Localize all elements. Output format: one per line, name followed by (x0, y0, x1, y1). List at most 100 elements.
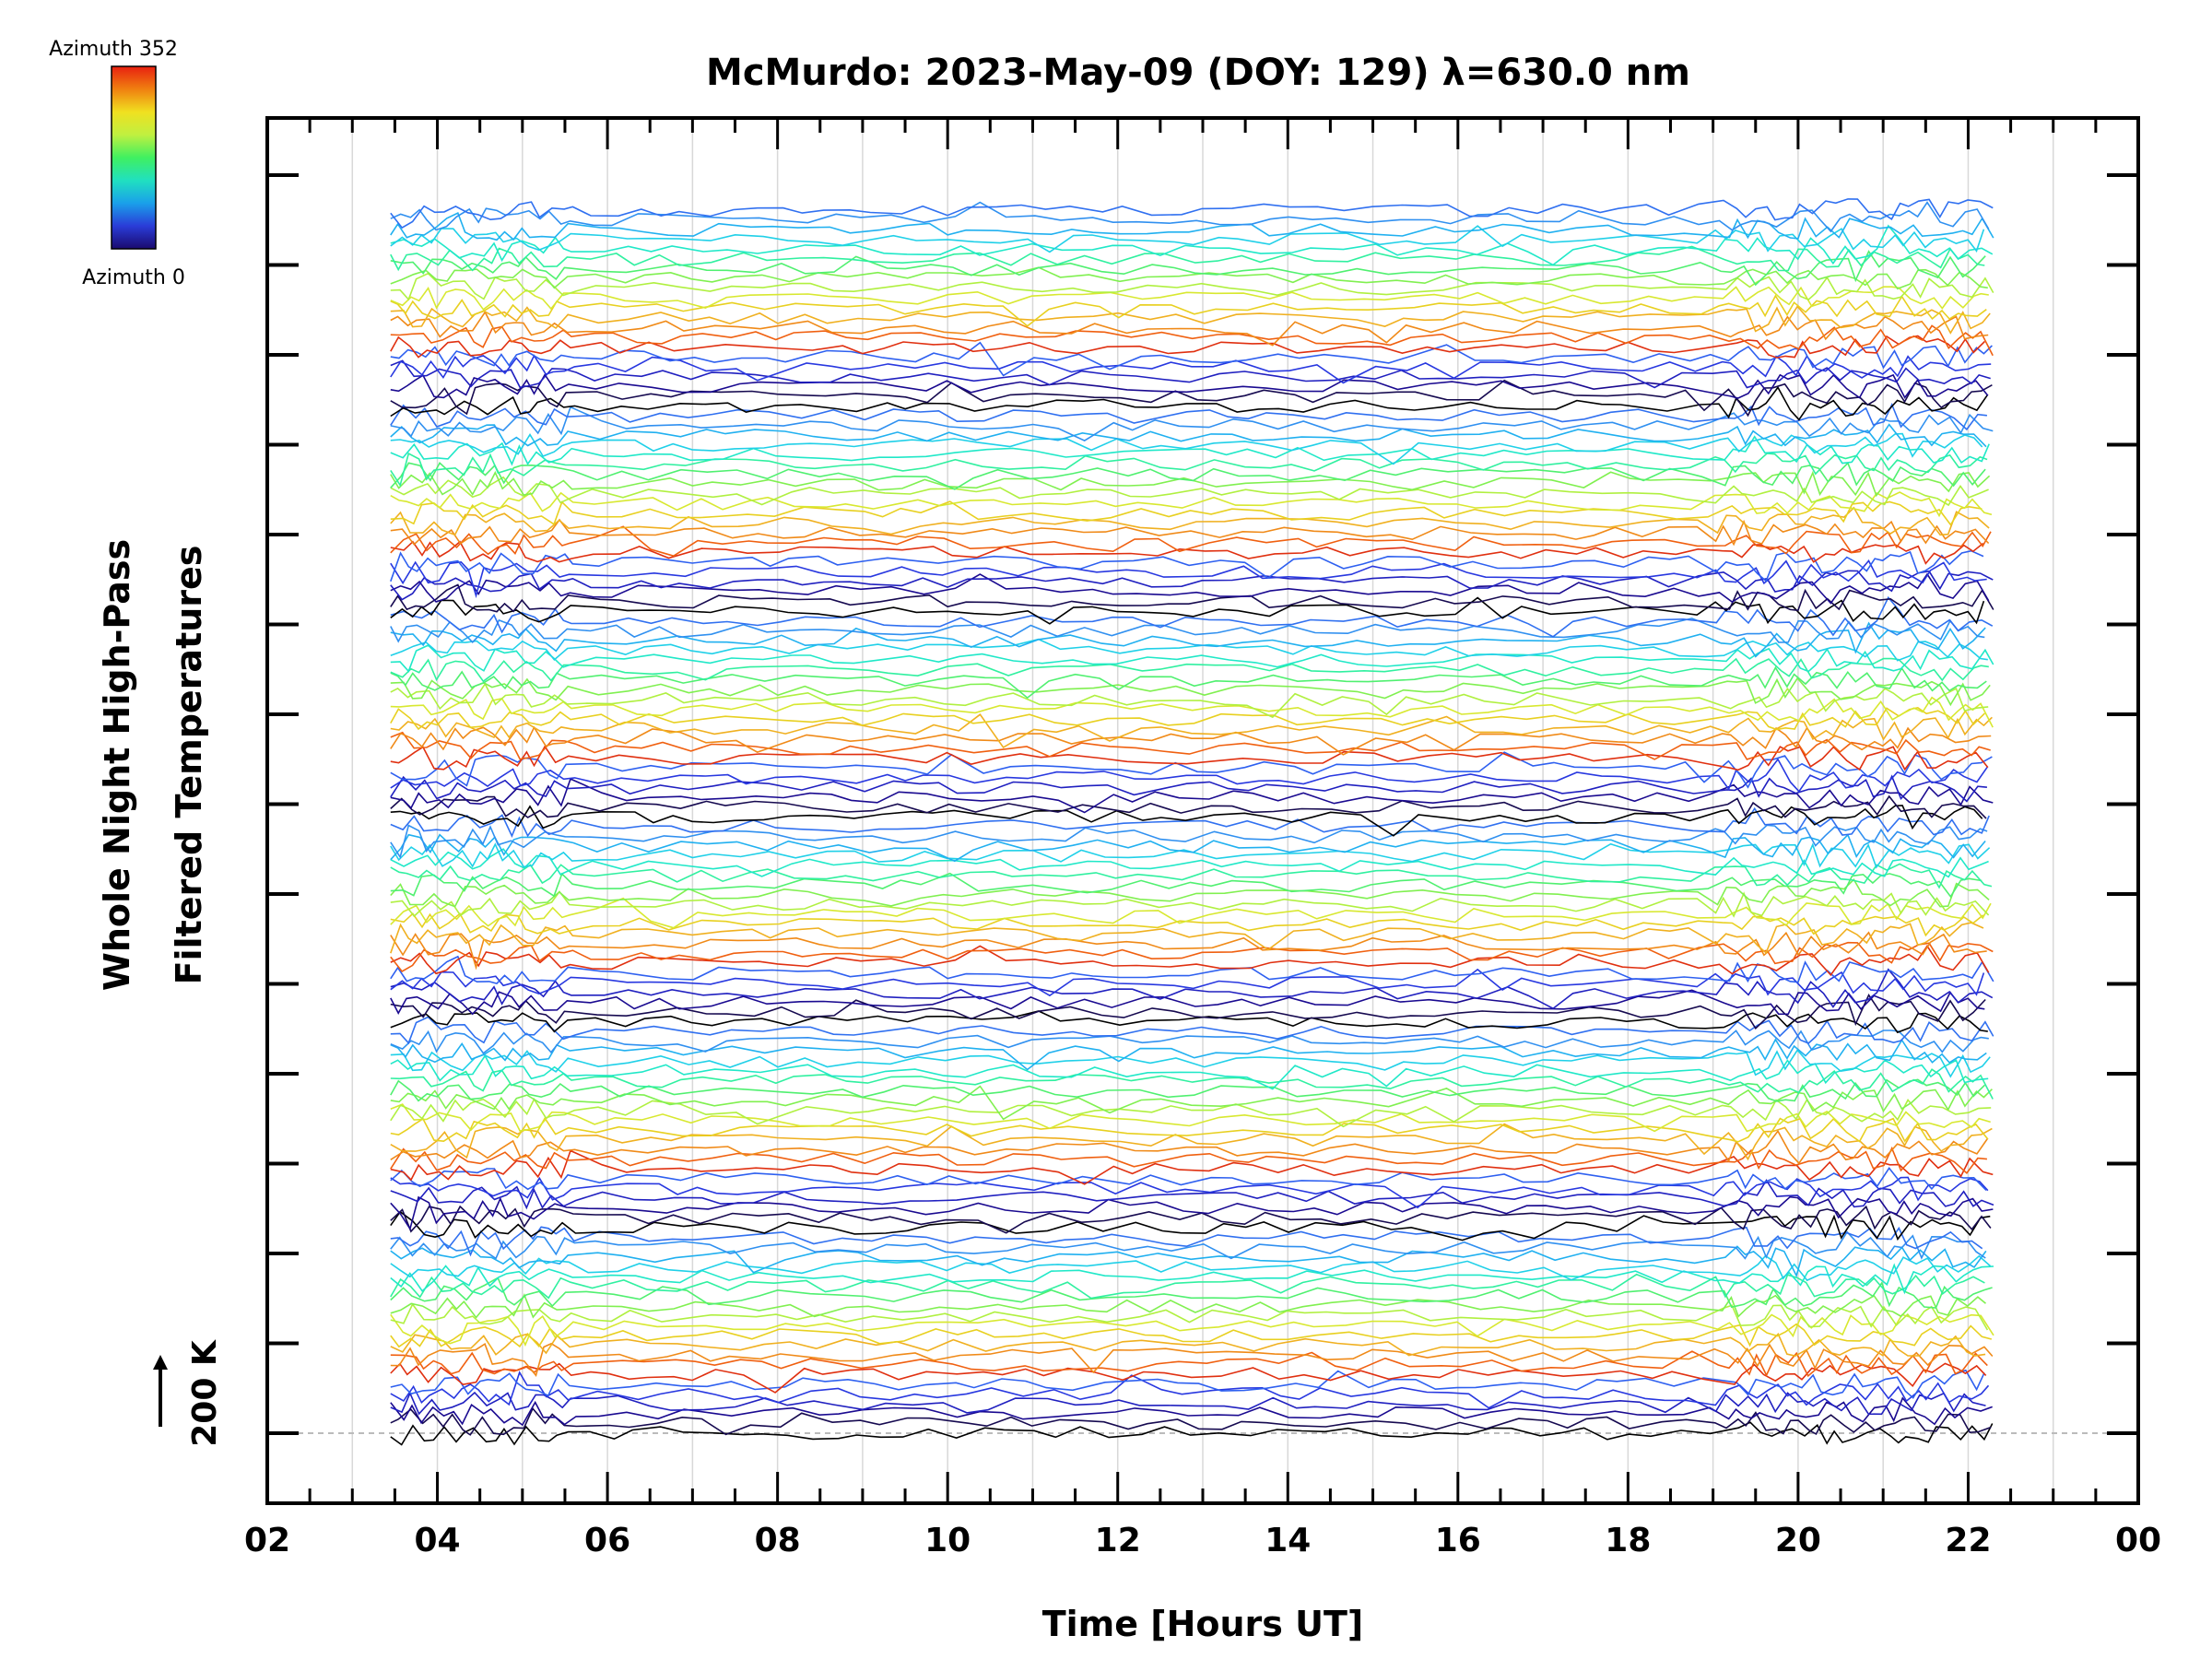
series-line (390, 1313, 1994, 1347)
series-line (390, 572, 1990, 605)
series-line (390, 452, 1988, 488)
temperature-scale-bar: 200 K (153, 1339, 224, 1447)
series-line (390, 1098, 1992, 1128)
series-line (390, 1226, 1983, 1257)
series-line (390, 1293, 1987, 1319)
colorbar: Azimuth 352 Azimuth 0 (49, 38, 185, 289)
series-line (390, 1038, 1987, 1071)
series-line (390, 250, 1986, 287)
series-line (390, 774, 1987, 803)
series-line (390, 324, 1994, 357)
series-line (390, 794, 1987, 819)
series-line (390, 842, 1991, 869)
series-line (390, 1254, 1992, 1282)
colorbar-top-label: Azimuth 352 (49, 38, 178, 61)
series-line (390, 872, 1983, 899)
series-line (390, 491, 1993, 518)
series-line (390, 198, 1994, 229)
scale-label: 200 K (186, 1339, 224, 1447)
series-line (390, 1362, 1987, 1394)
series-line (390, 1103, 1991, 1133)
series-line (390, 1263, 1994, 1295)
series-line (390, 305, 1991, 335)
series-line (390, 989, 1985, 1016)
y-axis-label-line1: Whole Night High-Pass (97, 539, 137, 991)
series-line (390, 848, 1989, 878)
series-line (390, 968, 1985, 997)
series-line (390, 359, 1991, 389)
series-line (390, 1273, 1985, 1300)
series-line (390, 682, 1989, 719)
x-tick-labels: 02 04 06 08 10 12 14 16 18 20 22 00 (244, 1522, 2161, 1559)
series-line (390, 778, 1994, 814)
x-tick-label: 22 (1945, 1522, 1991, 1559)
series-line (390, 1391, 1986, 1416)
series-line (390, 751, 1993, 789)
series-line (390, 713, 1993, 748)
series-line (390, 993, 1986, 1030)
series-line (390, 1302, 1989, 1331)
x-tick-label: 12 (1095, 1522, 1141, 1559)
series-line (390, 549, 1984, 582)
series-line (390, 372, 1989, 399)
series-line (390, 1116, 1989, 1143)
series-line (390, 758, 1989, 793)
series-line (390, 1371, 1990, 1409)
series-line (390, 1078, 1985, 1102)
y-axis-label-line2: Filtered Temperatures (169, 546, 209, 985)
series-line (390, 1146, 1987, 1174)
series-line (390, 1342, 1994, 1377)
series-line (390, 225, 1985, 253)
series-line (390, 518, 1990, 547)
series-line (390, 707, 1985, 731)
series-line (390, 311, 1989, 347)
series-line (390, 1176, 1989, 1209)
series-line (390, 335, 1985, 359)
series-line (390, 745, 1989, 771)
x-axis-label: Time [Hours UT] (1042, 1604, 1364, 1644)
series-line (390, 922, 1984, 955)
series-line (390, 731, 1991, 760)
series-line (390, 294, 1987, 327)
series-line (390, 423, 1987, 448)
series-line (390, 385, 1989, 421)
x-tick-label: 00 (2115, 1522, 2161, 1559)
series-line (390, 435, 1990, 466)
axis-ticks (265, 118, 2140, 1503)
series-traces (390, 198, 1994, 1446)
series-line (390, 696, 1994, 728)
series-line (390, 725, 1992, 756)
series-line (390, 476, 1989, 507)
x-tick-label: 10 (924, 1522, 971, 1559)
series-line (390, 1149, 1994, 1185)
series-line (390, 1030, 1989, 1054)
series-line (390, 1123, 1993, 1161)
series-line (390, 621, 1986, 658)
scale-arrow-head (153, 1355, 168, 1370)
series-line (390, 618, 1985, 643)
series-line (390, 354, 1992, 384)
x-tick-label: 06 (584, 1522, 630, 1559)
series-line (390, 341, 1993, 377)
series-line (390, 406, 1994, 442)
series-line (390, 1010, 1988, 1034)
series-line (390, 657, 1989, 683)
series-line (390, 461, 1986, 490)
series-line (390, 833, 1986, 863)
series-line (390, 525, 1992, 558)
series-line (390, 644, 1994, 673)
series-line (390, 1167, 1987, 1192)
series-line (390, 1421, 1994, 1446)
series-line (390, 1179, 1994, 1210)
series-line (390, 1396, 1993, 1427)
series-line (390, 1369, 1985, 1399)
series-line (390, 1406, 1992, 1436)
series-line (390, 500, 1983, 526)
x-tick-label: 18 (1605, 1522, 1651, 1559)
series-line (390, 824, 1988, 859)
series-line (390, 1205, 1992, 1234)
series-line (390, 1129, 1989, 1165)
series-line (390, 286, 1989, 311)
x-tick-label: 20 (1775, 1522, 1821, 1559)
